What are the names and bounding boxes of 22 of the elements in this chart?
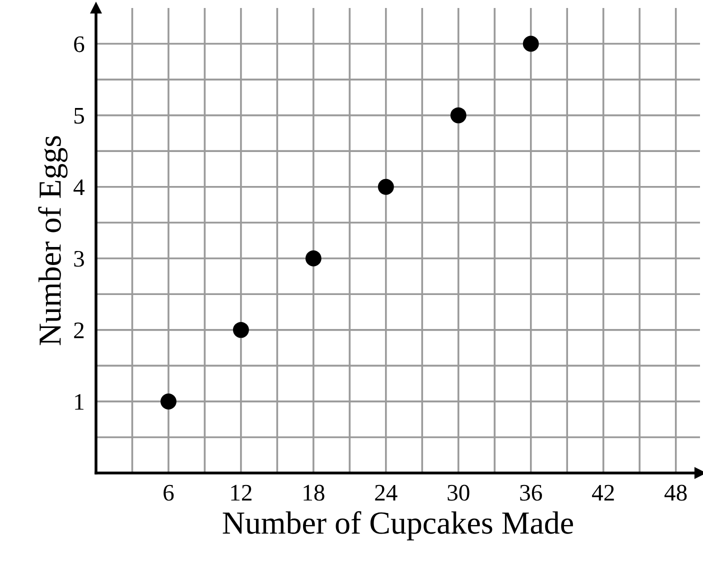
x-tick-label: 12 (231, 484, 252, 500)
y-tick-label: 5 (74, 108, 84, 124)
point (160, 393, 176, 410)
y-axis-title: Number of Eggs (38, 136, 68, 346)
x-tick-label: 24 (375, 484, 398, 500)
point (232, 322, 249, 338)
x-tick-label: 42 (592, 484, 614, 500)
y-tick-label: 4 (74, 179, 85, 196)
x-tick-label: 30 (448, 484, 470, 501)
point (450, 107, 466, 124)
y-tick-label: 1 (75, 394, 84, 410)
y-tick-label: 6 (74, 36, 84, 52)
x-tick-label: 36 (520, 484, 542, 501)
y-tick-label: 2 (74, 322, 84, 338)
x-tick-label: 6 (164, 484, 174, 501)
point (522, 36, 539, 52)
point (305, 250, 322, 266)
y-tick-label: 3 (74, 250, 84, 267)
point (378, 178, 394, 195)
x-tick-label: 48 (664, 484, 687, 501)
x-tick-label: 18 (304, 484, 324, 501)
x-axis-title: Number of Cupcakes Made (222, 511, 573, 540)
